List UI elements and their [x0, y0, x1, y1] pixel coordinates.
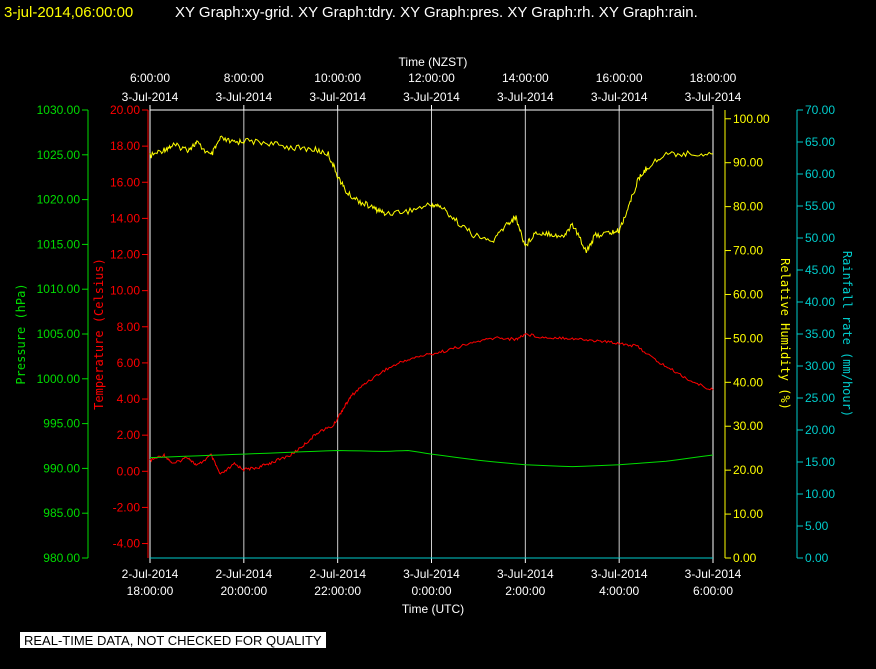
temperature-tick-label: 4.00 [117, 392, 141, 406]
top-tick-time: 10:00:00 [314, 71, 361, 85]
pressure-tick-label: 990.00 [43, 461, 80, 475]
top-tick-time: 16:00:00 [596, 71, 643, 85]
rain-tick-label: 20.00 [805, 423, 835, 437]
bottom-axis-label: Time (UTC) [402, 602, 464, 616]
temperature-tick-label: 20.00 [110, 103, 140, 117]
temperature-series-line [149, 333, 714, 475]
rain-tick-label: 50.00 [805, 231, 835, 245]
rain-axis-label: Rainfall rate (mm/hour) [840, 251, 854, 417]
pressure-tick-label: 1015.00 [37, 237, 81, 251]
top-axis-label: Time (NZST) [399, 55, 468, 69]
humidity-tick-label: 100.00 [733, 112, 770, 126]
series-layer [149, 135, 714, 559]
top-tick-time: 12:00:00 [408, 71, 455, 85]
humidity-tick-label: 60.00 [733, 287, 763, 301]
rain-tick-label: 55.00 [805, 199, 835, 213]
humidity-tick-label: 70.00 [733, 244, 763, 258]
pressure-tick-label: 1020.00 [37, 193, 81, 207]
rain-tick-label: 25.00 [805, 391, 835, 405]
grid-lines [243, 110, 620, 558]
humidity-tick-label: 50.00 [733, 331, 763, 345]
top-tick-date: 3-Jul-2014 [685, 90, 742, 104]
bottom-tick-date: 2-Jul-2014 [215, 567, 272, 581]
bottom-tick-time: 6:00:00 [693, 584, 733, 598]
rain-tick-label: 40.00 [805, 295, 835, 309]
bottom-tick-date: 2-Jul-2014 [122, 567, 179, 581]
temperature-tick-label: -4.00 [113, 537, 141, 551]
top-tick-date: 3-Jul-2014 [309, 90, 366, 104]
bottom-tick-date: 3-Jul-2014 [685, 567, 742, 581]
pressure-tick-label: 995.00 [43, 417, 80, 431]
temperature-tick-label: 14.00 [110, 211, 140, 225]
rain-tick-label: 15.00 [805, 455, 835, 469]
rain-tick-label: 30.00 [805, 359, 835, 373]
humidity-tick-label: 90.00 [733, 156, 763, 170]
bottom-tick-time: 2:00:00 [505, 584, 545, 598]
bottom-tick-time: 22:00:00 [314, 584, 361, 598]
bottom-tick-time: 18:00:00 [127, 584, 174, 598]
rain-tick-label: 65.00 [805, 135, 835, 149]
pressure-tick-label: 1000.00 [37, 372, 81, 386]
temperature-tick-label: 8.00 [117, 320, 141, 334]
top-tick-date: 3-Jul-2014 [122, 90, 179, 104]
bottom-tick-date: 3-Jul-2014 [403, 567, 460, 581]
pressure-tick-label: 1005.00 [37, 327, 81, 341]
temperature-tick-label: 16.00 [110, 175, 140, 189]
top-tick-time: 18:00:00 [690, 71, 737, 85]
axes: 6:00:00 3-Jul-2014 8:00:00 3-Jul-2014 10:00:… [14, 71, 854, 598]
temperature-tick-label: 12.00 [110, 248, 140, 262]
rain-tick-label: 60.00 [805, 167, 835, 181]
top-tick-date: 3-Jul-2014 [591, 90, 648, 104]
humidity-tick-label: 10.00 [733, 507, 763, 521]
rain-tick-label: 0.00 [805, 551, 829, 565]
header-timestamp: 3-jul-2014,06:00:00 [4, 4, 133, 21]
bottom-tick-date: 2-Jul-2014 [309, 567, 366, 581]
humidity-tick-label: 0.00 [733, 551, 757, 565]
relative-humidity-series-line [149, 135, 713, 254]
quality-disclaimer: REAL-TIME DATA, NOT CHECKED FOR QUALITY [20, 632, 326, 648]
pressure-tick-label: 985.00 [43, 506, 80, 520]
temperature-tick-label: 6.00 [117, 356, 141, 370]
rain-tick-label: 45.00 [805, 263, 835, 277]
bottom-tick-date: 3-Jul-2014 [591, 567, 648, 581]
humidity-tick-label: 20.00 [733, 463, 763, 477]
top-tick-date: 3-Jul-2014 [497, 90, 554, 104]
rain-tick-label: 35.00 [805, 327, 835, 341]
top-tick-date: 3-Jul-2014 [215, 90, 272, 104]
temperature-tick-label: 0.00 [117, 464, 141, 478]
top-tick-time: 6:00:00 [130, 71, 170, 85]
rain-tick-label: 70.00 [805, 103, 835, 117]
temperature-tick-label: 18.00 [110, 139, 140, 153]
bottom-tick-time: 4:00:00 [599, 584, 639, 598]
pressure-tick-label: 980.00 [43, 551, 80, 565]
temperature-tick-label: 10.00 [110, 284, 140, 298]
humidity-tick-label: 40.00 [733, 375, 763, 389]
rain-tick-label: 10.00 [805, 487, 835, 501]
temperature-tick-label: 2.00 [117, 428, 141, 442]
pressure-tick-label: 1025.00 [37, 148, 81, 162]
bottom-tick-date: 3-Jul-2014 [497, 567, 554, 581]
bottom-tick-time: 0:00:00 [411, 584, 451, 598]
header-graph-list: XY Graph:xy-grid. XY Graph:tdry. XY Grap… [175, 4, 698, 21]
rain-tick-label: 5.00 [805, 519, 829, 533]
humidity-tick-label: 30.00 [733, 419, 763, 433]
pressure-tick-label: 1010.00 [37, 282, 81, 296]
top-tick-time: 14:00:00 [502, 71, 549, 85]
temperature-axis-label: Temperature (Celsius) [92, 258, 106, 410]
bottom-tick-time: 20:00:00 [220, 584, 267, 598]
pressure-series-line [149, 449, 714, 468]
pressure-tick-label: 1030.00 [37, 103, 81, 117]
temperature-tick-label: -2.00 [113, 500, 141, 514]
top-tick-time: 8:00:00 [224, 71, 264, 85]
pressure-axis-label: Pressure (hPa) [14, 283, 28, 384]
top-tick-date: 3-Jul-2014 [403, 90, 460, 104]
humidity-axis-label: Relative Humidity (%) [778, 258, 792, 410]
humidity-tick-label: 80.00 [733, 200, 763, 214]
